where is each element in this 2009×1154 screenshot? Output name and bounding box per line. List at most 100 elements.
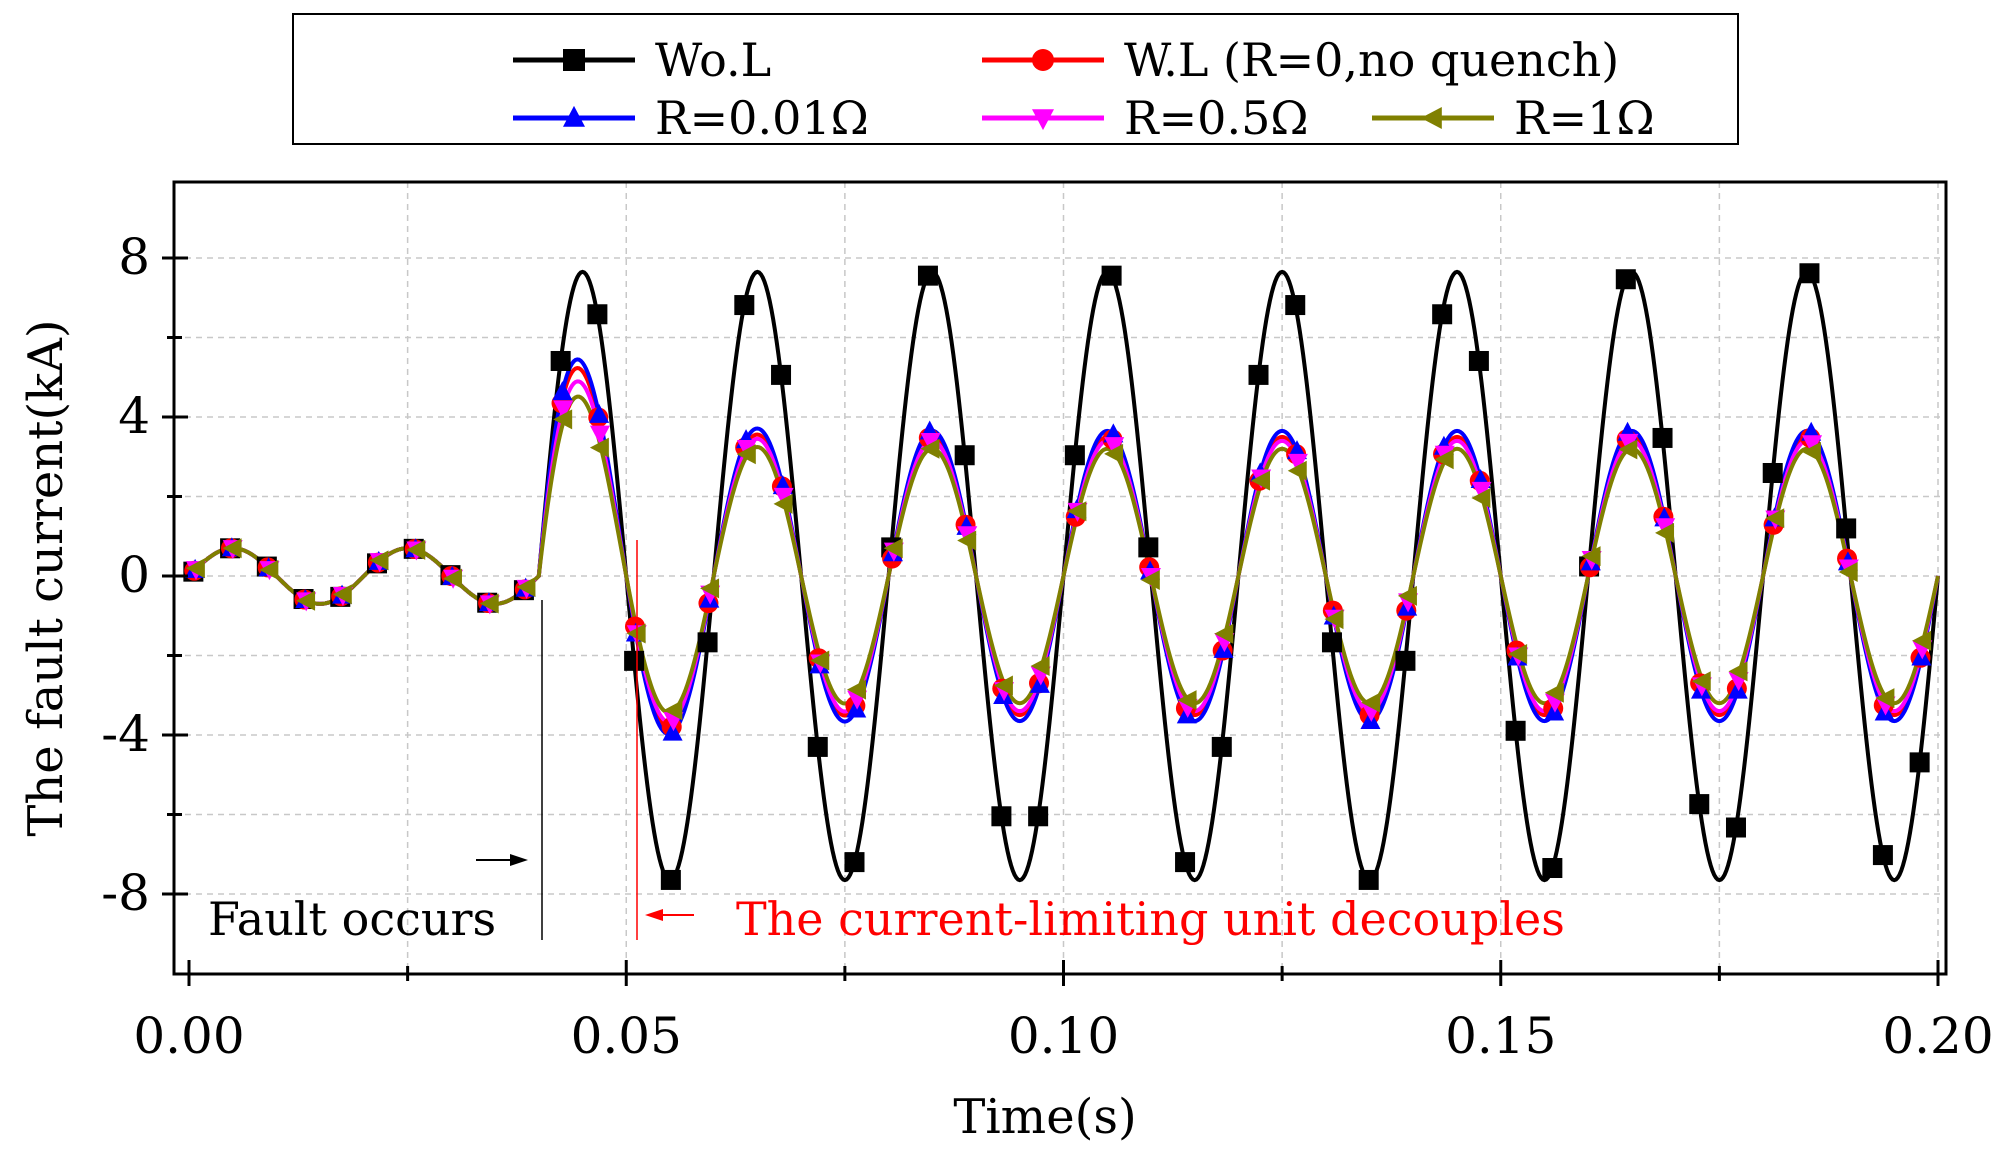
legend-marker-0 xyxy=(563,49,585,71)
data-point xyxy=(917,265,938,286)
data-point xyxy=(1802,435,1823,455)
data-point xyxy=(1872,845,1893,866)
legend-box xyxy=(292,13,1739,145)
y-tick-label: -8 xyxy=(101,864,150,922)
decouple-arrow-head xyxy=(645,909,663,921)
data-point xyxy=(553,409,573,430)
data-point xyxy=(883,538,903,559)
data-point xyxy=(1652,427,1673,448)
legend: Wo.L W.L (R=0,no quench) R=0.01Ω R=0.5Ω R=1Ω xyxy=(292,13,1739,145)
data-point xyxy=(807,736,828,757)
plot-frame xyxy=(172,180,1948,976)
legend-label-1: W.L (R=0,no quench) xyxy=(1124,33,1619,87)
decouple-label: The current-limiting unit decouples xyxy=(736,892,1565,946)
data-point xyxy=(660,869,681,890)
y-tick-label: 0 xyxy=(118,546,150,604)
data-point xyxy=(1799,263,1820,284)
data-point xyxy=(700,578,720,599)
data-point xyxy=(1615,269,1636,290)
data-point xyxy=(369,550,389,571)
ticks: 0.00 0.05 0.10 0.15 0.20 -8 -4 0 4 8 xyxy=(101,228,1993,1065)
data-point xyxy=(1287,460,1307,481)
data-point xyxy=(734,295,755,316)
data-point xyxy=(1287,453,1308,473)
data-point xyxy=(1361,692,1381,713)
data-point xyxy=(1324,609,1344,630)
data-point xyxy=(550,350,571,371)
data-point xyxy=(1508,643,1528,664)
data-point xyxy=(1321,632,1342,653)
data-point xyxy=(1028,806,1049,827)
data-point xyxy=(442,568,462,589)
data-point xyxy=(259,559,279,580)
data-point xyxy=(1765,508,1785,529)
data-point xyxy=(1689,794,1710,815)
data-point xyxy=(1875,688,1895,709)
grid xyxy=(174,182,1946,974)
legend-items: Wo.L W.L (R=0,no quench) R=0.01Ω R=0.5Ω R=1Ω xyxy=(513,33,1655,145)
data-point xyxy=(479,593,499,614)
data-point xyxy=(1030,655,1050,676)
data-point xyxy=(1618,439,1638,460)
legend-label-4: R=1Ω xyxy=(1514,91,1655,145)
y-tick-label: -4 xyxy=(101,705,150,763)
data-point xyxy=(1358,869,1379,890)
data-point xyxy=(773,493,793,514)
data-point xyxy=(1505,720,1526,741)
data-point xyxy=(1468,350,1489,371)
data-point xyxy=(1432,304,1453,325)
data-point xyxy=(662,721,683,741)
data-point xyxy=(296,590,316,611)
data-point xyxy=(1104,443,1124,464)
data-point xyxy=(920,433,941,453)
series-markers-4 xyxy=(185,409,1932,721)
series-layer xyxy=(183,263,1940,890)
legend-label-2: R=0.01Ω xyxy=(655,91,869,145)
data-point xyxy=(957,530,977,551)
data-point xyxy=(552,381,573,401)
data-point xyxy=(1434,449,1454,470)
data-point xyxy=(954,445,975,466)
data-point xyxy=(697,632,718,653)
data-point xyxy=(663,700,683,721)
data-point xyxy=(1138,537,1159,558)
data-point xyxy=(1397,585,1417,606)
data-point xyxy=(626,623,646,644)
data-point xyxy=(1248,364,1269,385)
data-point xyxy=(1175,852,1196,873)
data-point xyxy=(1285,295,1306,316)
data-point xyxy=(406,539,426,560)
data-point xyxy=(1211,736,1232,757)
data-point xyxy=(1104,437,1125,457)
data-point xyxy=(1762,462,1783,483)
legend-marker-2 xyxy=(563,105,585,127)
data-point xyxy=(332,584,352,605)
y-tick-label: 4 xyxy=(118,387,150,445)
legend-marker-3 xyxy=(1032,109,1054,131)
legend-label-3: R=0.5Ω xyxy=(1124,91,1308,145)
x-tick-label: 0.05 xyxy=(571,1007,682,1065)
data-point xyxy=(1471,481,1492,501)
data-point xyxy=(590,425,611,445)
x-tick-label: 0.00 xyxy=(133,1007,244,1065)
data-point xyxy=(1801,441,1821,462)
data-point xyxy=(1542,858,1563,879)
fault-occurs-label: Fault occurs xyxy=(208,892,496,946)
data-point xyxy=(1912,630,1932,651)
data-point xyxy=(810,650,830,671)
data-point xyxy=(624,650,645,671)
data-point xyxy=(1725,817,1746,838)
data-point xyxy=(920,438,940,459)
data-point xyxy=(1064,445,1085,466)
data-point xyxy=(771,364,792,385)
data-point xyxy=(1838,562,1858,583)
data-point xyxy=(1581,546,1601,567)
data-point xyxy=(1618,433,1639,453)
legend-label-0: Wo.L xyxy=(655,33,771,87)
data-point xyxy=(1395,650,1416,671)
y-tick-label: 8 xyxy=(118,228,150,286)
data-point xyxy=(587,304,608,325)
x-tick-label: 0.10 xyxy=(1008,1007,1119,1065)
data-point xyxy=(844,852,865,873)
